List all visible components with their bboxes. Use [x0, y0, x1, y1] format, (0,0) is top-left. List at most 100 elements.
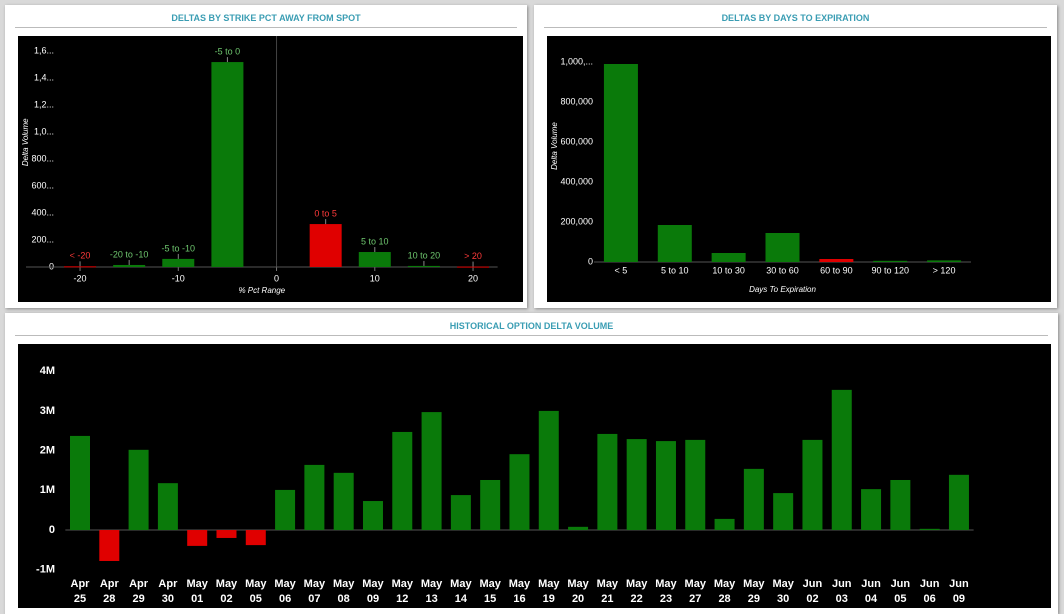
bar [765, 233, 800, 262]
y-tick-label: 1,000,... [560, 56, 593, 66]
y-tick-label: 200,000 [560, 216, 593, 226]
x-tick-label: May 12 [391, 578, 413, 605]
x-tick-label: May 28 [713, 578, 736, 605]
bar [450, 495, 471, 531]
chart-area: -1M 0 1M 2M 3M 4M Apr 25 Apr 28 Apr 29 Apr 30 May … [18, 344, 1051, 608]
x-tick-label: May 14 [450, 578, 472, 605]
bar [711, 253, 746, 262]
bar [245, 530, 266, 546]
x-tick-label: 10 to 30 [712, 265, 745, 275]
y-tick-label: 0 [49, 261, 54, 271]
bar [358, 252, 391, 267]
x-tick-label: Apr 28 [99, 578, 119, 605]
x-tick-label: May 22 [625, 578, 648, 605]
bar [113, 264, 146, 267]
bar [216, 530, 237, 538]
chart: 0 200... 400... 600... 800... 1,0... 1,2... 1,4… [21, 36, 498, 295]
x-tick-label: 5 to 10 [661, 265, 689, 275]
panel: DELTAS BY STRIKE PCT AWAY FROM SPOT 0 200… [5, 5, 527, 308]
bar [362, 501, 383, 531]
x-tick-label: May 07 [303, 578, 326, 605]
x-tick-label: May 15 [479, 578, 501, 605]
bar [407, 265, 440, 267]
bar-label: < -20 [70, 251, 91, 261]
bar [861, 489, 882, 531]
chart: 0 200,000 400,000 600,000 800,000 1,000,... < … [550, 56, 971, 294]
bar [597, 433, 618, 531]
bar [457, 266, 490, 268]
bar [819, 259, 854, 262]
x-tick-label: Jun 06 [919, 578, 940, 605]
y-tick-label: 800,000 [560, 96, 593, 106]
bar [685, 439, 706, 531]
bar [948, 474, 969, 531]
bar [304, 464, 325, 531]
chart-area: 0 200... 400... 600... 800... 1,0... 1,2... 1,4… [18, 36, 523, 302]
bar [162, 258, 195, 267]
x-tick-label: -10 [172, 273, 185, 283]
panel-title: HISTORICAL OPTION DELTA VOLUME [449, 321, 614, 331]
y-tick-label: 800... [31, 153, 54, 163]
y-tick-label: 3M [40, 405, 55, 417]
bar [99, 530, 120, 561]
panel: HISTORICAL OPTION DELTA VOLUME -1M 0 1M 2M 3… [5, 313, 1058, 614]
bar [831, 389, 852, 531]
bar [873, 260, 908, 262]
bar [421, 412, 442, 531]
bar-label: > 20 [464, 251, 482, 261]
y-tick-label: 1M [40, 484, 55, 496]
y-tick-label: 400... [31, 207, 54, 217]
bar [714, 518, 735, 531]
x-tick-label: Apr 29 [129, 578, 149, 605]
y-tick-label: 2M [40, 445, 55, 457]
x-tick-label: Jun 03 [831, 578, 852, 605]
x-tick-label: < 5 [615, 265, 628, 275]
bar [157, 483, 178, 531]
x-tick-label: Apr 30 [158, 578, 178, 605]
bar [187, 530, 208, 546]
bar [603, 64, 638, 262]
bar [919, 528, 940, 531]
x-tick-label: > 120 [933, 265, 956, 275]
x-tick-label: Apr 25 [70, 578, 90, 605]
bar [890, 479, 911, 531]
x-tick-label: -20 [74, 273, 87, 283]
x-tick-label: Jun 05 [890, 578, 911, 605]
bar [480, 479, 501, 531]
panel-title: DELTAS BY DAYS TO EXPIRATION [721, 13, 870, 23]
y-tick-label: 400,000 [560, 176, 593, 186]
bar [773, 493, 794, 531]
y-tick-label: 600... [31, 180, 54, 190]
bar-label: -5 to 0 [215, 46, 241, 56]
bar [128, 449, 149, 531]
x-tick-label: May 29 [743, 578, 765, 605]
bar [333, 472, 354, 531]
bar [927, 260, 962, 262]
bar [538, 410, 559, 531]
y-axis-title: Delta Volume [550, 122, 559, 170]
chart: -1M 0 1M 2M 3M 4M [36, 365, 974, 576]
x-axis-title: % Pct Range [238, 286, 285, 295]
panel-title: DELTAS BY STRIKE PCT AWAY FROM SPOT [171, 13, 361, 23]
bar-label: -20 to -10 [110, 249, 149, 259]
x-tick-label: May 02 [215, 578, 238, 605]
x-tick-label: May 09 [362, 578, 384, 605]
bar [657, 225, 692, 262]
panel: DELTAS BY DAYS TO EXPIRATION 0 200,000 400… [534, 5, 1057, 308]
bar [309, 224, 342, 267]
bar-label: 5 to 10 [361, 236, 389, 246]
y-tick-label: 1,2... [34, 99, 54, 109]
x-tick-label: May 19 [538, 578, 560, 605]
x-tick-label: May 20 [567, 578, 589, 605]
y-axis-title: Delta Volume [21, 118, 30, 166]
bar [626, 439, 647, 531]
bar [211, 62, 244, 267]
bar [64, 266, 97, 268]
x-tick-label: May 16 [508, 578, 531, 605]
bar [568, 526, 589, 531]
x-tick-label: 30 to 60 [766, 265, 799, 275]
bar-label: -5 to -10 [162, 243, 196, 253]
bar [275, 489, 296, 531]
y-tick-label: 1,6... [34, 45, 54, 55]
